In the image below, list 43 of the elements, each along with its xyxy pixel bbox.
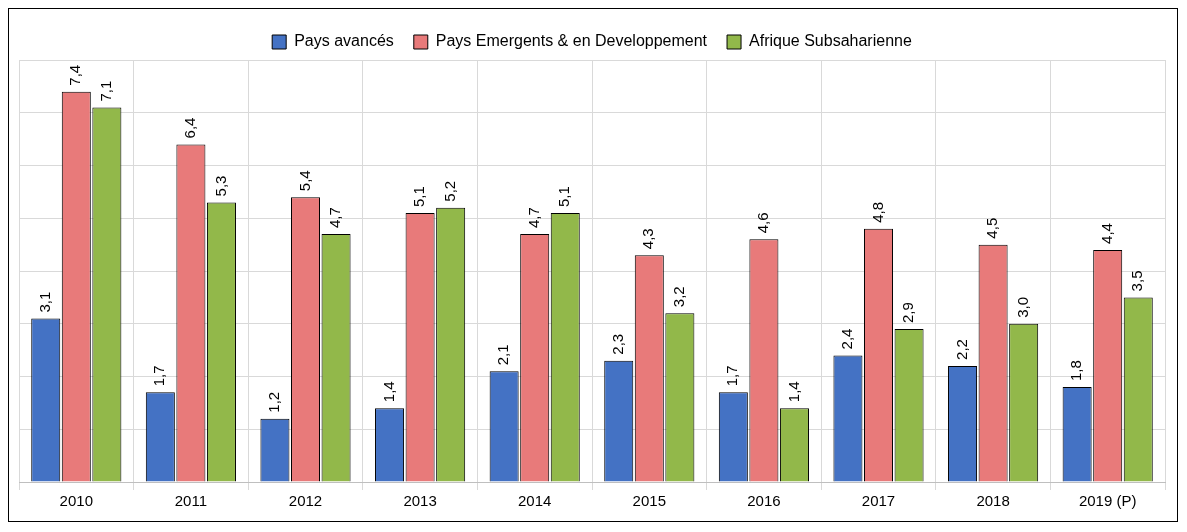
data-label: 3,1: [35, 291, 53, 313]
data-label: 7,4: [66, 64, 84, 86]
x-tick-label: 2018: [976, 492, 1010, 510]
data-label: 1,7: [150, 365, 168, 387]
data-label: 4,7: [326, 207, 344, 229]
x-tick-label: 2016: [747, 492, 781, 510]
data-label: 4,3: [639, 228, 657, 250]
data-label: 5,4: [295, 170, 313, 192]
data-label: 2,1: [494, 344, 512, 366]
x-tick-label: 2013: [403, 492, 437, 510]
data-label: 4,5: [983, 217, 1001, 239]
data-label: 1,8: [1067, 360, 1085, 382]
legend-label: Pays avancés: [294, 32, 394, 50]
x-tick-label: 2014: [518, 492, 552, 510]
data-label: 4,8: [868, 201, 886, 223]
data-label: 5,2: [440, 180, 458, 202]
data-label: 4,7: [524, 207, 542, 229]
data-label: 3,2: [670, 286, 687, 308]
data-label: 7,1: [97, 80, 114, 102]
x-tick-label: 2017: [861, 492, 896, 510]
data-label: 4,4: [1097, 223, 1115, 244]
data-label: 2,9: [899, 302, 917, 324]
x-tick-label: 2011: [174, 492, 208, 510]
x-tick-label: 2012: [288, 492, 323, 510]
data-label: 3,5: [1128, 270, 1146, 292]
legend-label: Afrique Subsaharienne: [749, 32, 912, 50]
data-label: 4,6: [754, 212, 772, 234]
data-label: 1,4: [784, 381, 802, 403]
data-label: 1,7: [723, 365, 741, 387]
data-label: 5,1: [555, 186, 573, 207]
x-tick-label: 2010: [59, 492, 93, 510]
legend-label: Pays Emergents & en Developpement: [435, 32, 708, 50]
data-label: 3,0: [1013, 296, 1031, 318]
data-label: 2,2: [952, 339, 970, 360]
x-tick-label: 2019 (P): [1078, 492, 1137, 510]
data-label: 5,1: [410, 186, 428, 207]
data-label: 5,3: [211, 175, 229, 197]
data-label: 6,4: [181, 117, 199, 139]
data-label: 1,2: [265, 391, 283, 413]
data-label: 2,3: [608, 333, 626, 355]
data-label: 2,4: [838, 328, 856, 350]
data-label: 1,4: [379, 381, 397, 403]
x-tick-label: 2015: [632, 492, 666, 510]
